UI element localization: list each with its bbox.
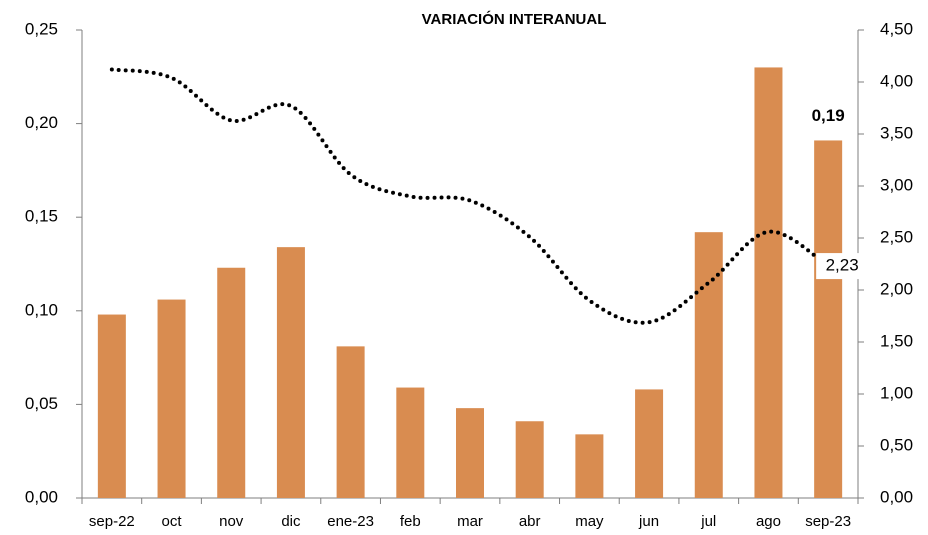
bar [635, 389, 664, 498]
y2-tick-label: 1,50 [880, 331, 913, 350]
bar [456, 408, 484, 498]
line-value-label: 2,23 [826, 256, 859, 275]
bar [575, 434, 604, 498]
line-value-label-bg [816, 253, 869, 280]
y2-tick-label: 1,00 [880, 383, 913, 402]
y-tick-label: 0,10 [25, 300, 58, 319]
y2-tick-label: 0,00 [880, 487, 913, 506]
bar [97, 314, 126, 498]
x-tick-label: ene-23 [327, 513, 374, 530]
x-tick-label: dic [281, 513, 301, 530]
x-tick-label: nov [219, 513, 244, 530]
x-tick-label: jul [700, 513, 716, 530]
x-tick-label: mar [457, 513, 483, 530]
x-tick-label: may [575, 513, 604, 530]
bar [694, 232, 723, 498]
bar [814, 140, 843, 498]
chart-title: VARIACIÓN INTERANUAL [422, 10, 607, 28]
y2-tick-label: 4,50 [880, 19, 913, 38]
y-tick-label: 0,00 [25, 487, 58, 506]
y2-tick-label: 0,50 [880, 435, 913, 454]
bar [396, 387, 425, 498]
bar-value-label: 0,19 [812, 106, 845, 125]
bar [157, 299, 186, 498]
y2-tick-label: 2,00 [880, 279, 913, 298]
y-tick-label: 0,05 [25, 394, 58, 413]
x-tick-label: feb [400, 513, 421, 530]
x-tick-label: sep-23 [805, 513, 851, 530]
y-tick-label: 0,20 [25, 113, 58, 132]
x-tick-label: abr [519, 513, 541, 530]
bar [276, 247, 305, 498]
line [109, 67, 831, 325]
y2-tick-label: 3,50 [880, 123, 913, 142]
x-tick-label: jun [638, 513, 659, 530]
x-tick-label: oct [162, 513, 183, 530]
bar [336, 346, 365, 498]
x-tick-label: ago [756, 513, 781, 530]
y-tick-label: 0,15 [25, 207, 58, 226]
bar [754, 67, 783, 498]
y-tick-label: 0,25 [25, 19, 58, 38]
x-tick-label: sep-22 [89, 513, 135, 530]
y2-tick-label: 2,50 [880, 227, 913, 246]
y2-tick-label: 4,00 [880, 71, 913, 90]
y2-tick-label: 3,00 [880, 175, 913, 194]
bar [217, 267, 246, 498]
bar [515, 421, 544, 498]
